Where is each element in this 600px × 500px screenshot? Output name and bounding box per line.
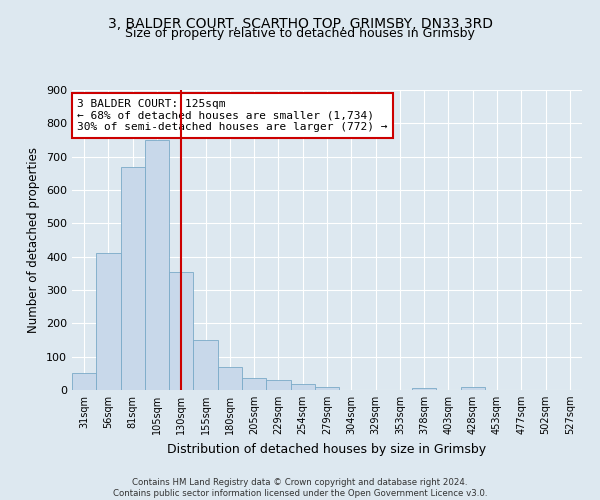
Bar (72, 374, 96, 390)
Bar (96, 254, 121, 390)
Bar (266, 380, 290, 390)
Bar (242, 378, 266, 390)
Text: 3, BALDER COURT, SCARTHO TOP, GRIMSBY, DN33 3RD: 3, BALDER COURT, SCARTHO TOP, GRIMSBY, D… (107, 18, 493, 32)
Bar (145, 140, 169, 390)
Bar (461, 387, 485, 390)
Y-axis label: Number of detached properties: Number of detached properties (28, 147, 40, 333)
Bar (218, 366, 242, 390)
Bar (315, 386, 339, 390)
Text: Size of property relative to detached houses in Grimsby: Size of property relative to detached ho… (125, 28, 475, 40)
X-axis label: Distribution of detached houses by size in Grimsby: Distribution of detached houses by size … (167, 442, 487, 456)
Text: 3 BALDER COURT: 125sqm
← 68% of detached houses are smaller (1,734)
30% of semi-: 3 BALDER COURT: 125sqm ← 68% of detached… (77, 99, 388, 132)
Bar (169, 272, 193, 390)
Bar (290, 384, 315, 390)
Bar (121, 166, 145, 390)
Bar (193, 340, 218, 390)
Text: Contains HM Land Registry data © Crown copyright and database right 2024.
Contai: Contains HM Land Registry data © Crown c… (113, 478, 487, 498)
Bar (412, 388, 436, 390)
